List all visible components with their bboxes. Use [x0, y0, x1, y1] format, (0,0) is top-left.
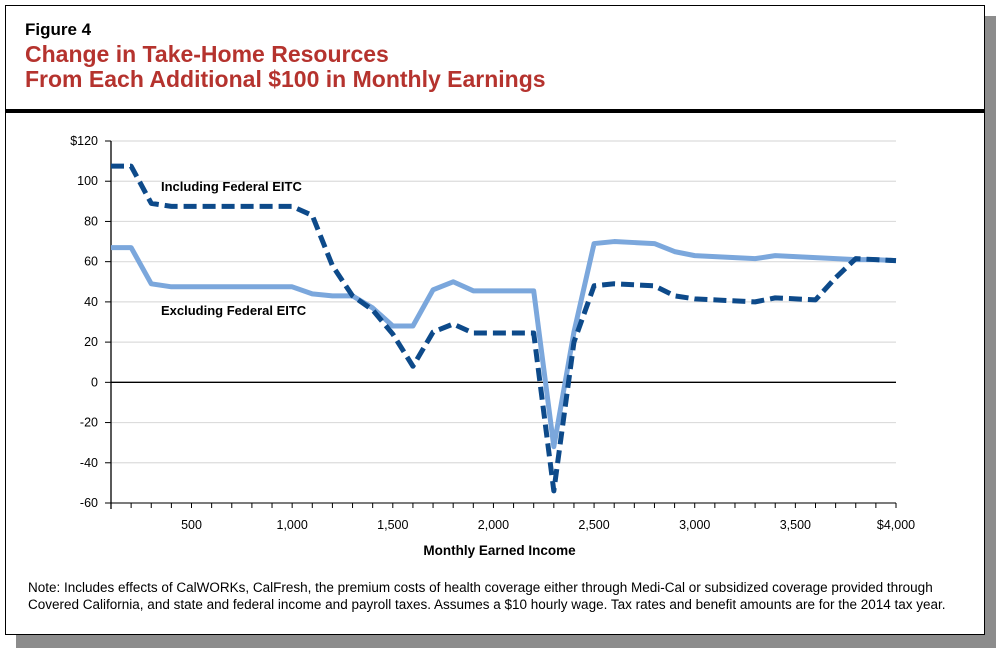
y-tick-label: -40: [80, 456, 98, 470]
header-rule: [6, 109, 984, 113]
title-line-1: Change in Take-Home Resources: [25, 41, 389, 67]
y-tick-label: 100: [77, 174, 98, 188]
y-tick-label: -60: [80, 496, 98, 510]
y-tick-label: 80: [84, 214, 98, 228]
series-line-including-eitc: [111, 163, 897, 494]
y-tick-label: 60: [84, 255, 98, 269]
y-tick-label: -20: [80, 416, 98, 430]
series-label-excluding: Excluding Federal EITC: [161, 303, 307, 318]
figure-frame: Figure 4 Change in Take-Home Resources F…: [5, 5, 985, 635]
x-tick-label: 3,500: [780, 518, 811, 532]
x-tick-label: 2,000: [478, 518, 509, 532]
x-tick-label: 2,500: [578, 518, 609, 532]
y-tick-label: $120: [70, 134, 98, 148]
x-tick-label: 500: [181, 518, 202, 532]
title-line-2: From Each Additional $100 in Monthly Ear…: [25, 66, 546, 92]
y-tick-label: 0: [91, 375, 98, 389]
figure-title: Change in Take-Home Resources From Each …: [25, 42, 546, 92]
x-tick-label: 1,000: [277, 518, 308, 532]
x-tick-label: 1,500: [377, 518, 408, 532]
x-axis-label: Monthly Earned Income: [423, 543, 576, 558]
x-tick-label: 3,000: [679, 518, 710, 532]
x-tick-label: $4,000: [877, 518, 915, 532]
y-tick-label: 20: [84, 335, 98, 349]
figure-label: Figure 4: [25, 20, 92, 39]
series-label-including: Including Federal EITC: [161, 179, 302, 194]
y-tick-label: 40: [84, 295, 98, 309]
series-line-excluding-eitc: [111, 239, 897, 450]
figure-note: Note: Includes effects of CalWORKs, CalF…: [28, 580, 946, 612]
